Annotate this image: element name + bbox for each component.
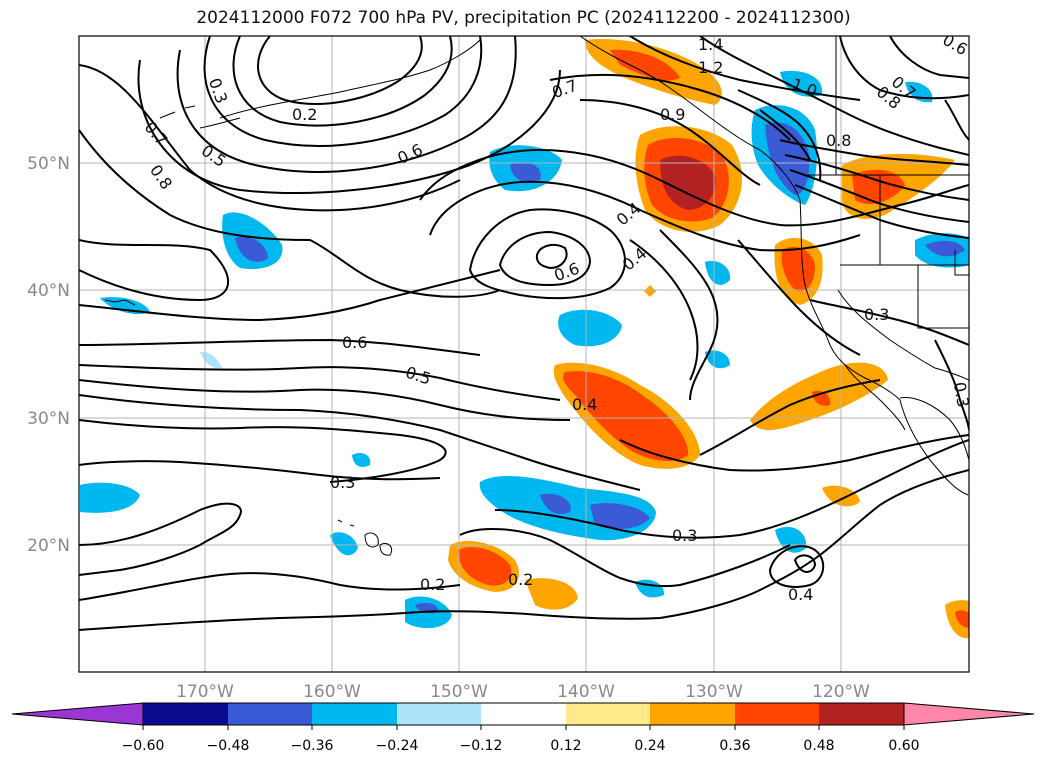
colorbar-segment bbox=[819, 703, 904, 725]
lat-label: 20°N bbox=[27, 536, 70, 556]
colorbar-segment bbox=[650, 703, 735, 725]
contour-label: 0.2 bbox=[508, 570, 533, 589]
contour-label: 0.8 bbox=[826, 131, 851, 150]
precip-blob-pos bbox=[852, 169, 905, 205]
lat-label: 40°N bbox=[27, 281, 70, 301]
precip-blob-neg bbox=[705, 350, 730, 369]
contour-label: 0.2 bbox=[420, 575, 445, 594]
contour-label: 0.4 bbox=[788, 585, 813, 604]
colorbar-tick: −0.24 bbox=[376, 738, 419, 754]
colorbar: −0.60 −0.48 −0.36 −0.24 −0.12 0.12 0.24 … bbox=[11, 702, 1035, 754]
colorbar-extend-low bbox=[11, 702, 144, 726]
lon-label: 160°W bbox=[303, 682, 361, 702]
precip-blob-pos bbox=[610, 49, 680, 81]
colorbar-segment bbox=[228, 703, 312, 725]
lon-label: 170°W bbox=[176, 682, 234, 702]
contour-label: 0.3 bbox=[864, 305, 889, 324]
contour-label: 0.4 bbox=[572, 395, 597, 414]
lat-label: 30°N bbox=[27, 409, 70, 429]
precip-blob-neg bbox=[590, 503, 650, 530]
pv-contours bbox=[79, 36, 969, 631]
contour-label: 0.3 bbox=[330, 473, 355, 492]
precip-blob-neg bbox=[705, 260, 731, 285]
precip-blob-neg bbox=[80, 482, 140, 513]
map-title: 2024112000 F072 700 hPa PV, precipitatio… bbox=[196, 8, 851, 28]
colorbar-tick: −0.36 bbox=[291, 738, 334, 754]
latitude-labels: 50°N 40°N 30°N 20°N bbox=[27, 154, 70, 556]
colorbar-tick: −0.48 bbox=[207, 738, 250, 754]
lon-label: 130°W bbox=[685, 682, 743, 702]
colorbar-segment bbox=[312, 703, 397, 725]
lon-label: 140°W bbox=[557, 682, 615, 702]
map-area: 0.3 0.2 0.5 0.7 0.8 0.6 0.6 0.4 0.4 0.6 … bbox=[79, 35, 973, 672]
contour-label: 1.4 bbox=[698, 35, 723, 54]
colorbar-segment bbox=[481, 703, 566, 725]
colorbar-tick: 0.36 bbox=[719, 738, 750, 754]
colorbar-tick: 0.60 bbox=[888, 738, 919, 754]
colorbar-segment bbox=[735, 703, 819, 725]
colorbar-ticks: −0.60 −0.48 −0.36 −0.24 −0.12 0.12 0.24 … bbox=[122, 738, 920, 754]
precip-blob-neg bbox=[765, 122, 810, 195]
colorbar-segment bbox=[143, 703, 228, 725]
colorbar-extend-high bbox=[903, 702, 1035, 726]
precip-blob-neg bbox=[330, 532, 358, 556]
precip-blob-pos bbox=[563, 371, 689, 462]
precip-blob-neg bbox=[558, 309, 622, 347]
precip-blob-pos bbox=[781, 246, 815, 292]
precip-blob-pos bbox=[955, 610, 969, 628]
lat-label: 50°N bbox=[27, 154, 70, 174]
lon-label: 120°W bbox=[812, 682, 870, 702]
colorbar-tick: −0.12 bbox=[460, 738, 503, 754]
map-frame bbox=[78, 35, 970, 673]
precip-blob-pos bbox=[458, 547, 512, 586]
colorbar-segment bbox=[566, 703, 650, 725]
colorbar-segment bbox=[397, 703, 481, 725]
coastlines bbox=[104, 36, 969, 556]
contour-label: 0.2 bbox=[292, 105, 317, 124]
precip-blob-neg bbox=[540, 493, 571, 515]
longitude-labels: 170°W 160°W 150°W 140°W 130°W 120°W bbox=[176, 682, 870, 702]
colorbar-tick: 0.12 bbox=[550, 738, 581, 754]
precip-blob-neg bbox=[510, 162, 541, 183]
precip-shading bbox=[80, 39, 969, 639]
contour-label: 1.2 bbox=[698, 58, 723, 77]
precip-blob-pos bbox=[644, 285, 656, 297]
precip-blob-pos bbox=[660, 155, 716, 210]
colorbar-tick: 0.24 bbox=[634, 738, 665, 754]
colorbar-tick: −0.60 bbox=[122, 738, 165, 754]
contour-label: 0.6 bbox=[342, 333, 367, 352]
contour-label: 0.3 bbox=[950, 381, 973, 409]
lon-label: 150°W bbox=[430, 682, 488, 702]
precip-blob-pos bbox=[525, 578, 578, 610]
precip-blob-neg bbox=[235, 236, 268, 262]
contour-label: 0.3 bbox=[672, 526, 697, 545]
colorbar-tick: 0.48 bbox=[803, 738, 834, 754]
precip-blob-neg bbox=[352, 453, 371, 467]
contour-label: 0.9 bbox=[660, 105, 685, 124]
